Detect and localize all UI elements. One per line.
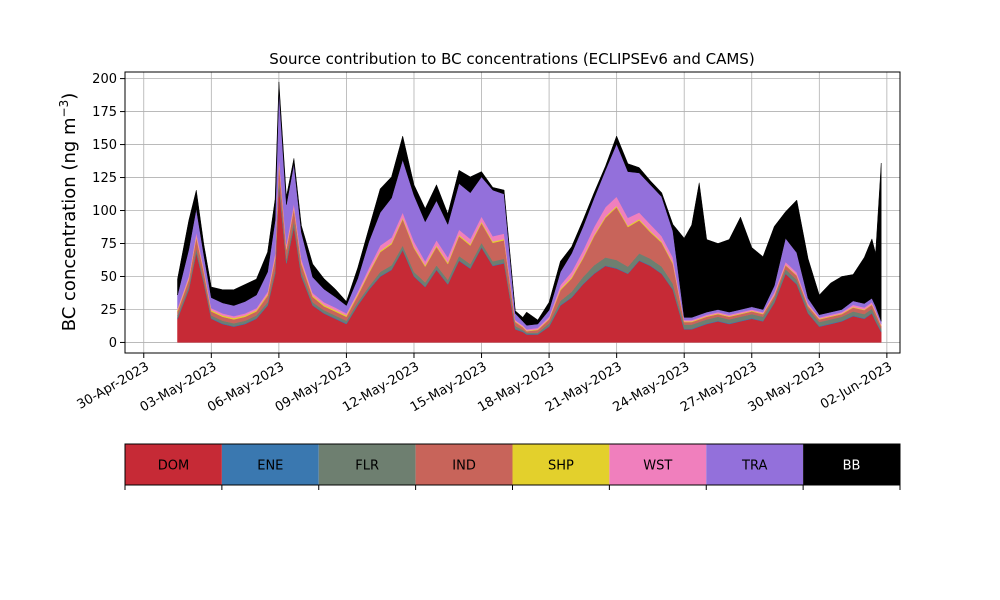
x-tick-label: 30-May-2023 bbox=[746, 359, 828, 415]
y-tick-label: 200 bbox=[92, 72, 117, 87]
legend-label-bb: BB bbox=[843, 459, 861, 474]
legend-colorbar: DOM ENE FLR IND SHP WST TRA BB bbox=[124, 443, 901, 490]
legend-label-wst: WST bbox=[643, 459, 672, 474]
y-tick-label: 125 bbox=[92, 171, 117, 186]
chart-title: Source contribution to BC concentrations… bbox=[269, 50, 754, 68]
y-axis: 0 25 50 75 100 125 150 175 200 bbox=[92, 72, 125, 351]
legend-label-ind: IND bbox=[452, 459, 476, 474]
y-tick-label: 50 bbox=[100, 270, 117, 285]
y-tick-label: 0 bbox=[109, 336, 117, 351]
y-tick-label: 25 bbox=[100, 303, 117, 318]
legend-swatch-ind bbox=[415, 444, 513, 485]
y-tick-label: 100 bbox=[92, 204, 117, 219]
legend-swatch-flr bbox=[318, 444, 416, 485]
y-tick-label: 175 bbox=[92, 105, 117, 120]
y-tick-label: 75 bbox=[100, 237, 117, 252]
x-tick-label: 02-Jun-2023 bbox=[818, 359, 895, 412]
y-tick-label: 150 bbox=[92, 138, 117, 153]
y-axis-label: BC concentration (ng m−3) bbox=[57, 93, 80, 332]
y-axis-label-exponent: −3 bbox=[57, 100, 71, 118]
area-bb bbox=[177, 81, 882, 326]
legend-swatch-bb bbox=[803, 444, 900, 485]
legend-swatch-tra bbox=[706, 444, 804, 485]
plot-frame bbox=[124, 71, 901, 354]
stacked-areas bbox=[177, 81, 882, 343]
legend-label-shp: SHP bbox=[548, 459, 574, 474]
legend-swatch-shp bbox=[512, 444, 610, 485]
y-axis-label-main: BC concentration (ng m bbox=[59, 117, 80, 331]
x-axis: 30-Apr-202303-May-202306-May-202309-May-… bbox=[75, 353, 895, 415]
legend-label-ene: ENE bbox=[257, 459, 283, 474]
legend-label-flr: FLR bbox=[355, 459, 379, 474]
legend-label-dom: DOM bbox=[158, 459, 189, 474]
legend-swatch-dom bbox=[125, 444, 222, 485]
y-axis-label-close: ) bbox=[59, 93, 80, 100]
legend-label-tra: TRA bbox=[741, 459, 767, 474]
legend-swatch-ene bbox=[221, 444, 319, 485]
legend-swatch-wst bbox=[609, 444, 707, 485]
